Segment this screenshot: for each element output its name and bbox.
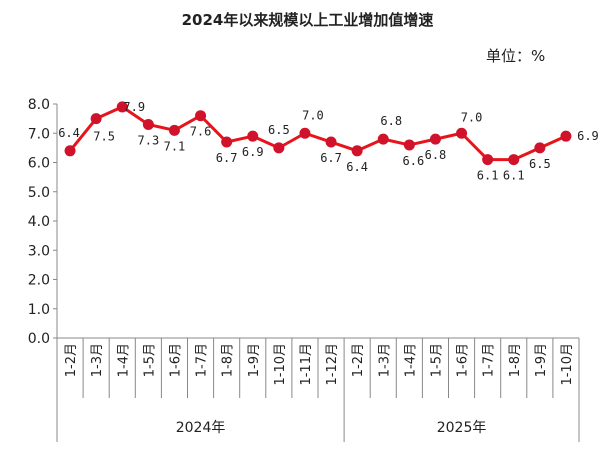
data-label: 6.4 bbox=[346, 160, 368, 174]
x-tick-label: 1-6月 bbox=[456, 343, 471, 377]
data-point bbox=[560, 130, 572, 142]
data-label: 6.9 bbox=[242, 145, 264, 159]
data-point bbox=[456, 127, 468, 139]
data-label: 7.9 bbox=[123, 100, 145, 114]
x-tick-label: 1-2月 bbox=[351, 343, 366, 377]
data-point bbox=[325, 136, 337, 148]
data-point bbox=[90, 113, 102, 125]
data-label: 7.1 bbox=[164, 139, 186, 153]
data-label: 7.3 bbox=[138, 133, 160, 147]
x-tick-label: 1-12月 bbox=[325, 343, 340, 386]
x-tick-label: 1-4月 bbox=[403, 343, 418, 377]
data-label: 6.5 bbox=[529, 157, 551, 171]
data-point bbox=[142, 118, 154, 130]
data-label: 6.8 bbox=[425, 148, 447, 162]
data-point bbox=[377, 133, 389, 145]
x-tick-label: 1-9月 bbox=[247, 343, 262, 377]
data-label: 7.0 bbox=[461, 110, 483, 124]
data-label: 6.8 bbox=[380, 114, 402, 128]
x-tick-label: 1-7月 bbox=[482, 343, 497, 377]
x-tick-label: 1-3月 bbox=[377, 343, 392, 377]
data-point bbox=[221, 136, 233, 148]
unit-label: 单位：% bbox=[486, 47, 546, 65]
x-tick-label: 1-5月 bbox=[429, 343, 444, 377]
y-tick-label: 0.0 bbox=[28, 331, 50, 347]
data-label: 7.0 bbox=[302, 108, 324, 122]
data-point bbox=[64, 145, 76, 157]
data-label: 7.6 bbox=[190, 125, 212, 139]
x-tick-label: 1-8月 bbox=[221, 343, 236, 377]
data-point bbox=[351, 145, 363, 157]
data-label: 6.1 bbox=[477, 169, 499, 183]
data-point bbox=[429, 133, 441, 145]
y-tick-label: 2.0 bbox=[28, 273, 50, 289]
y-tick-label: 6.0 bbox=[28, 156, 50, 172]
x-tick-label: 1-7月 bbox=[195, 343, 210, 377]
year-group-label: 2024年 bbox=[176, 420, 226, 436]
data-label: 6.7 bbox=[320, 151, 342, 165]
data-label: 6.7 bbox=[216, 151, 238, 165]
x-tick-label: 1-9月 bbox=[534, 343, 549, 377]
data-label: 6.4 bbox=[58, 126, 80, 140]
chart-title: 2024年以来规模以上工业增加值增速 bbox=[181, 11, 434, 29]
y-tick-label: 7.0 bbox=[28, 126, 50, 142]
data-point bbox=[168, 124, 180, 136]
data-point bbox=[195, 110, 207, 122]
data-label: 6.1 bbox=[503, 169, 525, 183]
data-point bbox=[482, 154, 494, 166]
data-label: 6.6 bbox=[403, 154, 425, 168]
data-point bbox=[247, 130, 259, 142]
data-point bbox=[273, 142, 285, 154]
y-tick-label: 8.0 bbox=[28, 97, 50, 113]
y-tick-label: 3.0 bbox=[28, 243, 50, 259]
x-tick-label: 1-6月 bbox=[168, 343, 183, 377]
x-tick-label: 1-8月 bbox=[508, 343, 523, 377]
x-tick-label: 1-4月 bbox=[116, 343, 131, 377]
data-label: 7.5 bbox=[93, 130, 115, 144]
x-tick-label: 1-10月 bbox=[560, 343, 575, 386]
y-tick-label: 1.0 bbox=[28, 302, 50, 318]
x-tick-label: 1-11月 bbox=[299, 343, 314, 386]
data-label: 6.9 bbox=[577, 129, 599, 143]
x-tick-label: 1-3月 bbox=[90, 343, 105, 377]
y-tick-label: 5.0 bbox=[28, 185, 50, 201]
data-point bbox=[116, 101, 128, 113]
data-point bbox=[299, 127, 311, 139]
data-point bbox=[403, 139, 415, 151]
year-group-label: 2025年 bbox=[437, 420, 487, 436]
x-tick-label: 1-5月 bbox=[142, 343, 157, 377]
data-point bbox=[508, 154, 520, 166]
data-point bbox=[534, 142, 546, 154]
data-label: 6.5 bbox=[268, 123, 290, 137]
x-tick-label: 1-10月 bbox=[273, 343, 288, 386]
x-tick-label: 1-2月 bbox=[64, 343, 79, 377]
y-tick-label: 4.0 bbox=[28, 214, 50, 230]
